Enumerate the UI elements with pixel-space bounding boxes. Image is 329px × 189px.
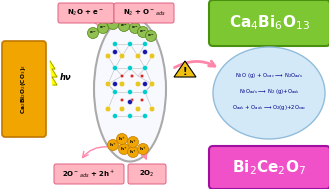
Circle shape bbox=[128, 114, 133, 119]
Circle shape bbox=[135, 81, 141, 87]
Ellipse shape bbox=[94, 16, 166, 161]
Circle shape bbox=[128, 66, 133, 70]
Circle shape bbox=[118, 20, 130, 32]
FancyBboxPatch shape bbox=[128, 164, 166, 184]
Text: e$^-$: e$^-$ bbox=[131, 25, 139, 31]
Circle shape bbox=[138, 143, 148, 154]
Text: Ca$_2$Bi$_2$O$_2$(CO$_3$)$_2$: Ca$_2$Bi$_2$O$_2$(CO$_3$)$_2$ bbox=[19, 64, 29, 114]
Circle shape bbox=[149, 106, 155, 112]
Circle shape bbox=[113, 50, 117, 54]
Text: N$_2$O$_{ads}$ ⟶ N$_2$ (g)+O$_{ads}$: N$_2$O$_{ads}$ ⟶ N$_2$ (g)+O$_{ads}$ bbox=[239, 88, 299, 97]
Circle shape bbox=[128, 42, 133, 46]
Circle shape bbox=[140, 74, 144, 78]
Text: e$^-$: e$^-$ bbox=[139, 29, 147, 35]
Text: h$^+$: h$^+$ bbox=[129, 138, 137, 146]
Circle shape bbox=[128, 136, 139, 147]
Circle shape bbox=[118, 143, 130, 154]
Circle shape bbox=[142, 81, 147, 87]
Circle shape bbox=[128, 146, 139, 157]
Circle shape bbox=[149, 53, 155, 59]
Circle shape bbox=[142, 42, 147, 46]
Text: 2O$_2$: 2O$_2$ bbox=[139, 169, 155, 179]
Circle shape bbox=[97, 22, 109, 33]
Circle shape bbox=[130, 74, 134, 78]
Circle shape bbox=[140, 98, 144, 102]
Text: N$_2$O + e$^-$: N$_2$O + e$^-$ bbox=[67, 8, 105, 18]
Circle shape bbox=[142, 114, 147, 119]
Circle shape bbox=[113, 114, 117, 119]
Circle shape bbox=[105, 106, 111, 112]
Circle shape bbox=[113, 90, 117, 94]
Polygon shape bbox=[174, 61, 196, 77]
Circle shape bbox=[135, 53, 141, 59]
Circle shape bbox=[105, 81, 111, 87]
Ellipse shape bbox=[213, 47, 325, 139]
Text: N$_2$O (g) + O$_{vac}$ ⟶ N$_2$O$_{ads}$: N$_2$O (g) + O$_{vac}$ ⟶ N$_2$O$_{ads}$ bbox=[235, 71, 303, 81]
Circle shape bbox=[128, 90, 133, 94]
Text: e$^-$: e$^-$ bbox=[120, 23, 128, 29]
Text: h$^+$: h$^+$ bbox=[120, 145, 128, 153]
Text: h$^+$: h$^+$ bbox=[129, 148, 137, 156]
Circle shape bbox=[108, 139, 118, 150]
Circle shape bbox=[142, 50, 147, 54]
Text: e$^-$: e$^-$ bbox=[109, 21, 117, 27]
FancyBboxPatch shape bbox=[209, 146, 329, 189]
Circle shape bbox=[149, 81, 155, 87]
Polygon shape bbox=[50, 61, 57, 85]
Circle shape bbox=[142, 90, 147, 94]
Circle shape bbox=[113, 81, 117, 87]
Circle shape bbox=[142, 66, 147, 70]
Text: hν: hν bbox=[60, 73, 72, 81]
Text: h$^+$: h$^+$ bbox=[109, 141, 117, 149]
FancyBboxPatch shape bbox=[114, 3, 174, 23]
Text: N$_2$ + O$^-$$_{ads}$: N$_2$ + O$^-$$_{ads}$ bbox=[123, 8, 165, 18]
Circle shape bbox=[135, 106, 141, 112]
Text: Bi$_2$Ce$_2$O$_7$: Bi$_2$Ce$_2$O$_7$ bbox=[232, 159, 306, 177]
Circle shape bbox=[120, 98, 124, 102]
Circle shape bbox=[138, 26, 148, 37]
Circle shape bbox=[130, 98, 134, 102]
Circle shape bbox=[113, 66, 117, 70]
Text: Ca$_4$Bi$_6$O$_{13}$: Ca$_4$Bi$_6$O$_{13}$ bbox=[229, 14, 310, 32]
Text: e$^-$: e$^-$ bbox=[99, 25, 107, 31]
Text: h$^+$: h$^+$ bbox=[139, 145, 147, 153]
Text: 2O$^-$$_{ads}$ + 2h$^+$: 2O$^-$$_{ads}$ + 2h$^+$ bbox=[62, 168, 116, 180]
Circle shape bbox=[145, 30, 157, 42]
Circle shape bbox=[119, 81, 125, 87]
Circle shape bbox=[120, 74, 124, 78]
Circle shape bbox=[130, 22, 140, 33]
Circle shape bbox=[88, 28, 98, 39]
FancyBboxPatch shape bbox=[54, 164, 124, 184]
Text: h$^+$: h$^+$ bbox=[118, 135, 126, 143]
Circle shape bbox=[105, 53, 111, 59]
Circle shape bbox=[108, 19, 118, 29]
Text: e$^-$: e$^-$ bbox=[89, 30, 97, 36]
Circle shape bbox=[116, 133, 128, 145]
FancyBboxPatch shape bbox=[209, 0, 329, 46]
Text: O$_{ads}$ + O$_{ads}$ ⟶ O$_2$(g)+2O$_{vac}$: O$_{ads}$ + O$_{ads}$ ⟶ O$_2$(g)+2O$_{va… bbox=[232, 104, 306, 112]
Circle shape bbox=[119, 106, 125, 112]
FancyBboxPatch shape bbox=[2, 41, 46, 137]
Circle shape bbox=[113, 42, 117, 46]
FancyBboxPatch shape bbox=[58, 3, 114, 23]
Circle shape bbox=[119, 53, 125, 59]
Text: e$^-$: e$^-$ bbox=[147, 33, 155, 39]
Circle shape bbox=[128, 99, 133, 105]
Text: !: ! bbox=[183, 67, 187, 77]
